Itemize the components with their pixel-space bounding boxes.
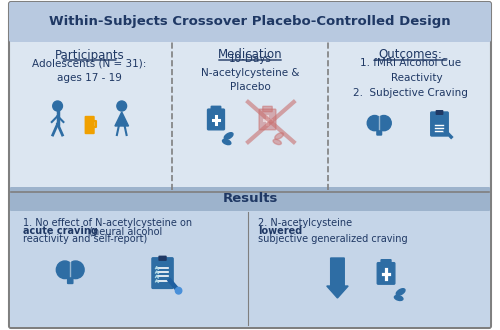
FancyBboxPatch shape bbox=[10, 207, 490, 327]
Polygon shape bbox=[115, 112, 128, 126]
FancyBboxPatch shape bbox=[378, 263, 395, 284]
Circle shape bbox=[67, 261, 84, 279]
Ellipse shape bbox=[275, 133, 283, 139]
FancyBboxPatch shape bbox=[259, 109, 276, 130]
Circle shape bbox=[176, 287, 182, 294]
Circle shape bbox=[367, 115, 382, 131]
Circle shape bbox=[117, 101, 126, 111]
FancyBboxPatch shape bbox=[211, 106, 221, 112]
Text: acute craving: acute craving bbox=[22, 226, 98, 236]
Ellipse shape bbox=[394, 296, 403, 301]
Text: 1. fMRI Alcohol Cue
    Reactivity
2.  Subjective Craving: 1. fMRI Alcohol Cue Reactivity 2. Subjec… bbox=[353, 58, 468, 98]
Ellipse shape bbox=[273, 139, 281, 145]
FancyBboxPatch shape bbox=[377, 128, 382, 135]
FancyBboxPatch shape bbox=[381, 260, 391, 265]
Text: reactivity and self-report): reactivity and self-report) bbox=[22, 234, 147, 244]
Text: Outcomes:: Outcomes: bbox=[378, 49, 442, 61]
FancyBboxPatch shape bbox=[10, 187, 490, 211]
Ellipse shape bbox=[224, 133, 233, 139]
FancyBboxPatch shape bbox=[430, 112, 448, 136]
Text: subjective generalized craving: subjective generalized craving bbox=[258, 234, 408, 244]
Text: Medication: Medication bbox=[218, 49, 282, 61]
Text: Participants: Participants bbox=[55, 49, 124, 61]
Text: 10-Days
N-acetylcysteine &
Placebo: 10-Days N-acetylcysteine & Placebo bbox=[201, 54, 299, 92]
FancyBboxPatch shape bbox=[208, 109, 224, 130]
FancyBboxPatch shape bbox=[152, 258, 173, 288]
FancyBboxPatch shape bbox=[376, 119, 382, 129]
Circle shape bbox=[56, 261, 74, 279]
Text: Adolescents (N = 31):
ages 17 - 19: Adolescents (N = 31): ages 17 - 19 bbox=[32, 59, 147, 83]
FancyBboxPatch shape bbox=[436, 111, 442, 114]
FancyBboxPatch shape bbox=[159, 256, 166, 260]
FancyBboxPatch shape bbox=[66, 265, 73, 277]
Ellipse shape bbox=[396, 289, 405, 295]
FancyBboxPatch shape bbox=[9, 2, 491, 42]
Text: 1. No effect of N-acetylcysteine on: 1. No effect of N-acetylcysteine on bbox=[22, 218, 192, 228]
Circle shape bbox=[52, 101, 62, 111]
Text: Within-Subjects Crossover Placebo-Controlled Design: Within-Subjects Crossover Placebo-Contro… bbox=[49, 16, 451, 28]
Ellipse shape bbox=[222, 139, 231, 145]
FancyBboxPatch shape bbox=[9, 2, 491, 328]
Text: 2. N-acetylcysteine: 2. N-acetylcysteine bbox=[258, 218, 355, 228]
Text: (neural alcohol: (neural alcohol bbox=[86, 226, 162, 236]
FancyBboxPatch shape bbox=[86, 116, 94, 134]
Text: Results: Results bbox=[222, 192, 278, 206]
FancyBboxPatch shape bbox=[262, 106, 272, 112]
FancyArrow shape bbox=[327, 258, 348, 298]
FancyBboxPatch shape bbox=[68, 276, 73, 283]
Circle shape bbox=[376, 115, 391, 131]
Text: lowered: lowered bbox=[258, 226, 302, 236]
